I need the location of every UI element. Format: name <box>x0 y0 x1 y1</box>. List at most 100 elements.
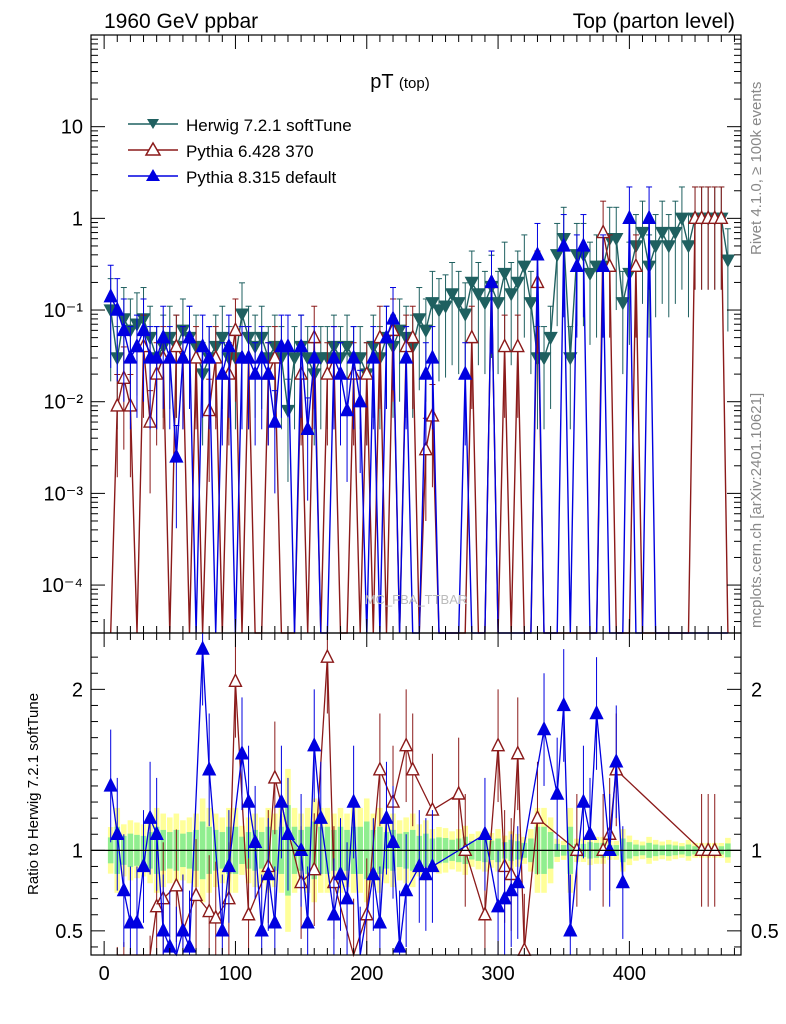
ratio-point <box>313 809 328 824</box>
main-point <box>182 329 197 344</box>
ratio-point <box>116 882 131 897</box>
main-point <box>510 337 525 353</box>
ratio-point <box>261 865 276 881</box>
main-point <box>477 297 493 311</box>
ratio-point <box>589 704 604 720</box>
ratio-point <box>477 906 493 921</box>
ratio-point <box>142 809 158 824</box>
main-point <box>582 267 598 282</box>
ratio-point <box>451 785 466 800</box>
ratio-point <box>320 648 335 663</box>
main-point <box>431 304 447 318</box>
ratio-point <box>530 809 545 824</box>
main-point <box>399 349 414 364</box>
main-point <box>353 393 368 408</box>
main-point <box>504 288 519 302</box>
main-point <box>228 321 243 337</box>
ratio-point <box>169 877 184 892</box>
main-point <box>576 237 591 252</box>
ratio-point <box>707 841 722 857</box>
ratio-point <box>156 922 171 937</box>
main-point <box>241 349 256 364</box>
header-right: Top (parton level) <box>573 10 735 33</box>
mcplots-label: mcplots.cern.ch [arXiv:2401.10621] <box>748 393 765 628</box>
ratio-point <box>149 825 164 840</box>
main-point <box>280 337 296 353</box>
main-series-2 <box>103 186 728 634</box>
main-point <box>261 365 276 380</box>
ratio-ticks: 0.5 0.5 1 1 2 2 0 100 200 300 400 <box>55 633 779 985</box>
main-series-group <box>103 186 736 634</box>
header-left: 1960 GeV ppbar <box>104 10 258 33</box>
ratio-point <box>136 857 151 873</box>
main-point <box>635 226 650 241</box>
main-point <box>595 257 611 272</box>
ratio-point <box>602 841 617 857</box>
ratio-ytick-label-right: 2 <box>751 679 762 701</box>
main-point <box>412 313 427 327</box>
main-point <box>287 352 302 366</box>
ratio-xtick-label: 100 <box>219 963 252 985</box>
main-point <box>490 297 506 311</box>
ratio-point <box>202 761 217 776</box>
ratio-point <box>228 672 243 687</box>
main-point <box>379 329 394 344</box>
ratio-point <box>274 793 289 808</box>
main-point <box>425 297 440 311</box>
main-point <box>418 365 433 380</box>
ratio-point <box>372 914 388 929</box>
legend-label-pythia8: Pythia 8.315 default <box>186 168 337 187</box>
main-point <box>293 337 309 353</box>
ratio-point <box>576 793 591 808</box>
ratio-point <box>293 841 309 857</box>
ratio-point <box>510 873 525 889</box>
ratio-point <box>195 640 210 655</box>
ratio-point <box>569 841 584 857</box>
ratio-point <box>510 745 525 760</box>
main-point <box>202 349 217 364</box>
main-point <box>609 232 624 247</box>
ratio-point <box>149 898 164 913</box>
ratio-point <box>326 906 342 921</box>
ratio-ytick-label: 0.5 <box>55 921 83 943</box>
main-point <box>615 297 630 311</box>
ratio-ytick-label: 2 <box>72 679 83 701</box>
main-point <box>129 337 145 353</box>
ratio-ytick-label: 1 <box>72 840 83 862</box>
ratio-ytick-label-right: 1 <box>751 840 762 862</box>
main-point <box>110 397 125 412</box>
main-point <box>248 365 263 380</box>
ratio-point <box>339 890 355 905</box>
legend-label-herwig: Herwig 7.2.1 softTune <box>186 116 352 135</box>
main-point <box>438 300 453 314</box>
main-point <box>169 337 184 353</box>
ratio-point <box>307 737 322 752</box>
main-point <box>307 349 322 364</box>
main-point <box>497 337 512 353</box>
ratio-point <box>254 922 269 937</box>
legend-entry-herwig: Herwig 7.2.1 softTune <box>128 116 352 135</box>
legend: Herwig 7.2.1 softTune Pythia 6.428 370 P… <box>128 116 352 187</box>
ratio-point <box>221 857 237 873</box>
main-point <box>339 402 355 417</box>
ratio-point <box>399 737 414 752</box>
main-point <box>543 331 558 346</box>
main-point <box>418 441 433 456</box>
ratio-point <box>129 914 145 929</box>
ratio-point <box>385 833 401 848</box>
ratio-point <box>497 890 512 905</box>
main-panel: 10⁻⁴ 10⁻³ 10⁻² 10⁻¹ 1 10 pT (top) MC_FBA_TTBA… <box>42 34 742 634</box>
ratio-point <box>241 906 256 921</box>
main-point <box>221 337 237 353</box>
rivet-label: Rivet 4.1.0, ≥ 100k events <box>748 82 765 255</box>
main-point <box>110 301 125 316</box>
main-point <box>668 226 683 241</box>
main-ytick-label: 10⁻³ <box>44 483 84 505</box>
ratio-point <box>372 761 388 776</box>
main-point <box>628 257 644 272</box>
ratio-point <box>490 737 506 752</box>
ratio-panel: 0.5 0.5 1 1 2 2 0 100 200 300 400 Ratio to Herwig … <box>25 632 779 985</box>
ratio-point <box>110 825 125 840</box>
main-point <box>215 331 230 346</box>
main-point <box>720 254 736 268</box>
